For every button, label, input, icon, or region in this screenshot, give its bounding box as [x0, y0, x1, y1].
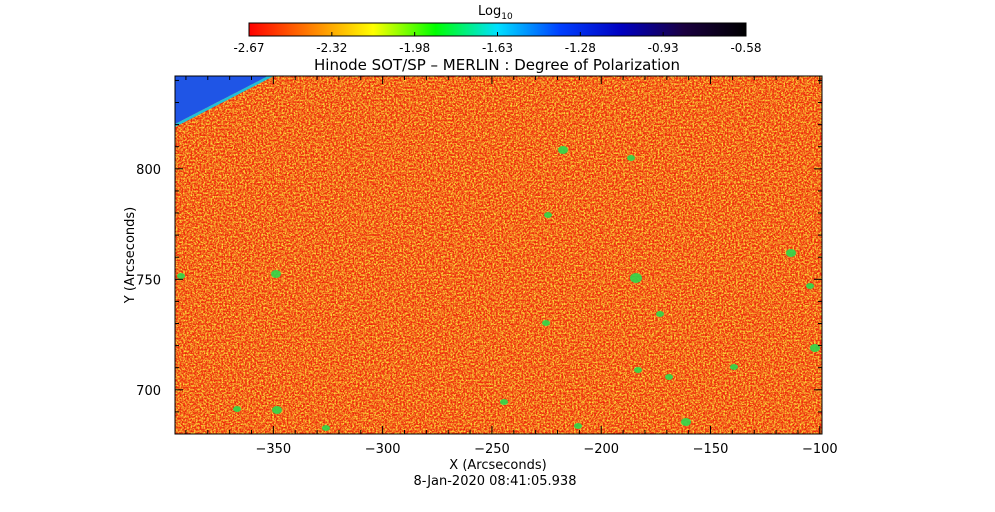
colorbar-tick-label: -1.98: [399, 41, 430, 55]
x-tick-label: −200: [583, 442, 619, 457]
green-patch: [177, 273, 185, 279]
y-axis: 700 750 800: [136, 79, 822, 413]
colorbar-tick-label: -0.58: [730, 41, 761, 55]
green-patch: [656, 311, 664, 317]
green-patch: [558, 146, 568, 154]
colorbar-ticks: -2.67 -2.32 -1.98 -1.63 -1.28 -0.93 -0.58: [233, 32, 762, 55]
green-patch: [542, 320, 550, 326]
green-patch: [665, 374, 673, 380]
green-patch: [634, 367, 642, 373]
plot-frame: [174, 75, 823, 435]
green-patch: [630, 273, 642, 283]
colorbar-tick-label: -2.32: [316, 41, 347, 55]
green-patch: [730, 364, 738, 370]
green-patch: [806, 283, 814, 289]
heatmap-speckle-dark: [175, 76, 822, 434]
colorbar: Log10 -2.67 -2.32 -1.98 -1.63 -1.28 -0.93 -0.5…: [233, 4, 761, 55]
y-tick-label: 750: [136, 273, 161, 288]
green-patch: [681, 418, 691, 426]
green-patch: [272, 406, 282, 414]
green-patch: [544, 212, 552, 218]
green-patch: [500, 399, 508, 405]
x-axis: −350 −300 −250 −200 −150 −100: [185, 76, 838, 457]
green-patch: [810, 344, 820, 352]
heatmap-green-patches: [177, 146, 820, 431]
green-patch: [786, 249, 796, 257]
x-tick-label: −250: [474, 442, 510, 457]
timestamp: 8-Jan-2020 08:41:05.938: [414, 474, 577, 489]
x-axis-label: X (Arcseconds): [449, 458, 546, 473]
green-patch: [233, 406, 241, 412]
colorbar-tick-label: -0.93: [648, 41, 679, 55]
colorbar-label: Log10: [478, 4, 513, 22]
x-tick-label: −150: [693, 442, 729, 457]
x-tick-label: −300: [365, 442, 401, 457]
green-patch: [627, 155, 635, 161]
chart-title: Hinode SOT/SP – MERLIN : Degree of Polar…: [314, 56, 680, 74]
y-axis-label: Y (Arcseconds): [123, 207, 138, 304]
y-tick-label: 800: [136, 163, 161, 178]
heatmap-image: [175, 76, 822, 434]
green-patch: [322, 425, 330, 431]
colorbar-tick-label: -1.63: [482, 41, 513, 55]
green-patch: [271, 270, 281, 278]
colorbar-tick-label: -1.28: [565, 41, 596, 55]
colorbar-tick-label: -2.67: [233, 41, 264, 55]
x-tick-label: −350: [256, 442, 292, 457]
green-patch: [574, 423, 582, 429]
heatmap-cyan-edge: [175, 76, 274, 127]
y-tick-label: 700: [136, 384, 161, 399]
x-tick-label: −100: [802, 442, 838, 457]
